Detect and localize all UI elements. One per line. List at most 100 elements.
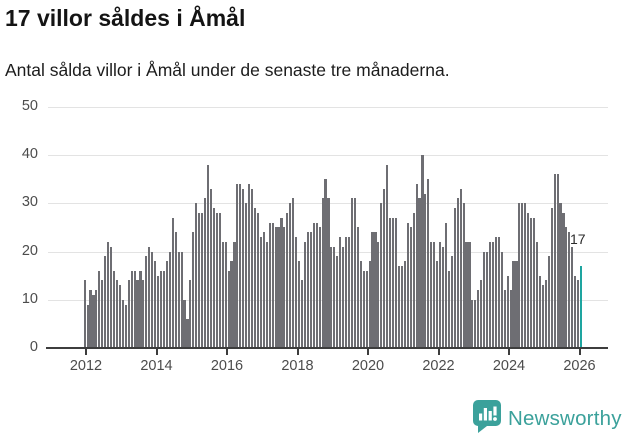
bar — [394, 217, 398, 348]
bar — [474, 299, 477, 348]
bar — [509, 290, 512, 348]
bar — [500, 251, 503, 348]
gridline — [48, 106, 608, 108]
bar — [494, 237, 497, 348]
bar — [321, 198, 324, 348]
bar — [345, 237, 348, 348]
bar — [400, 265, 403, 348]
bar — [245, 203, 248, 348]
y-axis-label: 20 — [21, 242, 38, 259]
bar — [151, 251, 154, 348]
bar — [559, 203, 562, 348]
bar — [186, 319, 189, 348]
bar — [277, 227, 280, 348]
bar — [233, 241, 236, 348]
bar — [86, 304, 89, 348]
bar — [574, 275, 577, 348]
bar — [392, 217, 395, 348]
bar — [436, 261, 439, 348]
bar — [121, 299, 124, 348]
bar — [359, 261, 362, 348]
bar — [92, 294, 95, 348]
bar — [533, 217, 536, 348]
bar — [521, 203, 524, 348]
bar — [356, 227, 359, 348]
bar — [215, 212, 218, 348]
y-axis-label: 30 — [21, 194, 38, 211]
bar — [89, 290, 92, 348]
bar — [324, 179, 327, 348]
bar — [218, 212, 221, 348]
y-axis-label: 10 — [21, 290, 38, 307]
bar — [415, 183, 418, 348]
bar — [180, 251, 183, 348]
bar — [165, 261, 168, 348]
bar — [409, 227, 412, 348]
x-axis-tick — [578, 349, 581, 355]
bar — [471, 299, 474, 348]
bar — [562, 212, 565, 348]
bar — [204, 198, 207, 348]
bar — [386, 164, 389, 348]
bar — [339, 237, 342, 348]
bar — [518, 203, 521, 348]
bar — [154, 261, 157, 348]
bar — [253, 208, 257, 348]
bar — [491, 241, 495, 348]
bar — [550, 208, 553, 348]
bar — [444, 222, 448, 348]
bar — [480, 280, 483, 348]
bar — [107, 241, 110, 348]
bar — [192, 232, 195, 348]
bar — [115, 280, 119, 348]
bar — [459, 188, 462, 348]
bar — [201, 212, 204, 348]
bar — [292, 198, 295, 348]
bar — [441, 246, 445, 348]
x-axis-tick — [296, 349, 299, 355]
newsworthy-logo: Newsworthy — [473, 400, 622, 438]
bar — [421, 155, 424, 348]
bar — [118, 285, 121, 348]
bar — [541, 285, 544, 348]
bar — [177, 251, 180, 348]
bar — [371, 232, 374, 348]
bar — [133, 270, 136, 348]
bar — [174, 232, 177, 348]
bar — [544, 280, 547, 348]
bar — [83, 280, 86, 348]
bar — [168, 251, 171, 348]
bar — [306, 232, 309, 348]
bar — [565, 227, 568, 348]
bar — [104, 256, 107, 348]
bar — [462, 203, 465, 348]
bar — [95, 290, 98, 348]
y-axis-label: 0 — [29, 339, 38, 355]
bar — [389, 217, 392, 348]
bar — [189, 280, 192, 348]
bar — [256, 212, 260, 348]
bar — [524, 203, 527, 348]
bar — [112, 270, 116, 348]
bar — [110, 246, 113, 348]
bar — [530, 217, 533, 348]
bar — [148, 246, 151, 348]
bar — [377, 241, 380, 348]
bar — [157, 275, 160, 348]
bar — [397, 265, 401, 348]
bar — [303, 241, 307, 348]
x-axis-label: 2012 — [69, 358, 103, 374]
bar — [342, 246, 345, 348]
bar — [453, 208, 456, 348]
x-axis-tick — [155, 349, 158, 355]
chart-plot-area — [48, 107, 608, 348]
bar — [239, 183, 242, 348]
bar — [274, 227, 277, 348]
page-title: 17 villor såldes i Åmål — [5, 5, 246, 31]
bar — [248, 183, 251, 348]
bar — [124, 304, 127, 348]
bar — [265, 241, 268, 348]
bar — [224, 241, 227, 348]
bar — [497, 237, 500, 348]
bar — [315, 222, 318, 348]
